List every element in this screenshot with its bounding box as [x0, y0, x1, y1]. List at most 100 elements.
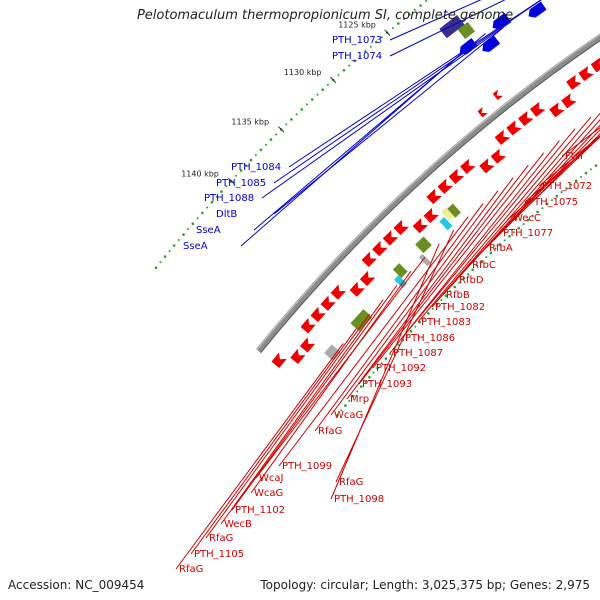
reverse-gene-label: WcaG	[334, 410, 363, 421]
tick-dot	[409, 329, 413, 333]
tick-dot	[449, 290, 452, 293]
reverse-gene-label: PTH_1099	[282, 461, 332, 472]
tick-dot	[269, 138, 273, 141]
accession-text: Accession: NC_009454	[8, 578, 145, 592]
tick-dot	[471, 268, 474, 272]
reverse-gene-arrow	[330, 284, 346, 300]
tick-dot	[265, 143, 267, 146]
tick-label: 1130 kbp	[284, 68, 322, 77]
cog-category-block	[457, 21, 476, 40]
backbone-ring	[255, 33, 600, 353]
reverse-gene-arrow	[412, 218, 429, 234]
reverse-gene-label: PTH_1102	[235, 505, 285, 516]
tick-dot	[254, 154, 257, 156]
reverse-gene-label: RfaG	[209, 533, 233, 544]
reverse-label-leader	[255, 256, 426, 479]
cog-category-block	[441, 207, 454, 221]
tick-dot	[220, 190, 223, 193]
tick-dot	[249, 158, 253, 162]
forward-gene-label: SseA	[183, 241, 208, 252]
reverse-gene-label: RfaG	[339, 477, 363, 488]
reverse-gene-label: PTH_1086	[405, 333, 455, 344]
reverse-label-leader	[330, 243, 440, 500]
tick-dot	[408, 13, 411, 16]
tick-dot	[405, 334, 408, 337]
reverse-gene-arrow	[518, 111, 534, 127]
reverse-gene-arrow	[423, 207, 439, 224]
reverse-gene-label: RfbB	[446, 290, 470, 301]
tick-dot	[440, 299, 443, 302]
tick-dot	[574, 179, 578, 183]
tick-dot	[290, 118, 293, 121]
cog-category-block	[324, 344, 341, 361]
tick-dot	[295, 113, 298, 116]
cog-category-block	[418, 254, 431, 267]
reverse-label-leader	[175, 343, 344, 570]
tick-dot	[337, 74, 340, 77]
reverse-gene-label: Mrp	[350, 394, 369, 405]
tick-dot	[187, 228, 190, 231]
tick-dot	[210, 200, 214, 204]
reverse-gene-arrow	[361, 251, 377, 267]
tick-dot	[375, 40, 378, 44]
reverse-gene-arrow	[460, 158, 476, 175]
reverse-gene-label: WcaG	[254, 488, 283, 499]
tick-dot	[356, 390, 359, 393]
tick-dot	[305, 103, 308, 106]
forward-label-leader	[389, 0, 506, 57]
tick-dot	[431, 307, 434, 310]
forward-label-leader	[261, 21, 512, 199]
cog-category-block	[447, 203, 461, 218]
reverse-gene-label: RfaG	[318, 426, 342, 437]
reverse-gene-label: PTH_1105	[194, 549, 244, 560]
tick-dot	[427, 312, 430, 315]
tick-dot	[359, 55, 361, 58]
tick-dot	[154, 266, 158, 270]
tick-dot	[389, 353, 392, 355]
reverse-gene-arrow	[310, 306, 326, 323]
backbone-edge	[260, 40, 600, 354]
tick-dot	[494, 247, 497, 250]
reverse-gene-arrow	[393, 219, 409, 236]
reverse-label-leader	[250, 270, 412, 494]
tick-dot	[310, 98, 314, 101]
tick-dot	[444, 294, 448, 298]
reverse-gene-arrow	[529, 101, 546, 117]
tick-dot	[508, 235, 511, 238]
reverse-gene-arrow	[426, 188, 442, 205]
reverse-gene-arrow	[448, 168, 465, 184]
forward-gene-arrow	[528, 1, 547, 18]
reverse-label-leader	[372, 152, 545, 369]
tick-dot	[589, 168, 592, 171]
forward-gene-label: SseA	[196, 225, 221, 236]
reverse-gene-label: PTH_1072	[542, 181, 592, 192]
tick-dot	[336, 413, 339, 417]
tick-dot	[423, 316, 425, 319]
tick-dot	[316, 93, 319, 96]
tick-dot	[340, 409, 343, 412]
reverse-label-leader	[485, 133, 600, 249]
tick-dot	[467, 273, 470, 276]
reverse-gene-arrow	[290, 348, 306, 365]
tick-dot	[348, 399, 351, 402]
tick-dot	[235, 174, 238, 177]
tick-dot	[384, 357, 388, 360]
tick-dot	[458, 281, 461, 284]
reverse-gene-arrow	[349, 281, 365, 297]
reverse-gene-arrow	[561, 93, 577, 109]
tick-dot	[172, 244, 176, 247]
tick-dot	[425, 0, 428, 2]
tick-dot	[376, 366, 379, 370]
reverse-gene-label: RfbC	[472, 260, 496, 271]
cog-category-block	[439, 217, 453, 231]
reverse-label-leader	[205, 313, 371, 539]
tick-dot	[275, 133, 278, 136]
tick-dot	[555, 194, 559, 198]
tick-dot	[541, 207, 544, 210]
tick-dot	[225, 185, 228, 188]
tick-dot	[321, 88, 325, 91]
reverse-gene-label: RfaG	[179, 564, 203, 575]
backbone-highlight	[256, 34, 600, 351]
tick-dot	[245, 164, 247, 167]
tick-dot	[372, 371, 375, 374]
